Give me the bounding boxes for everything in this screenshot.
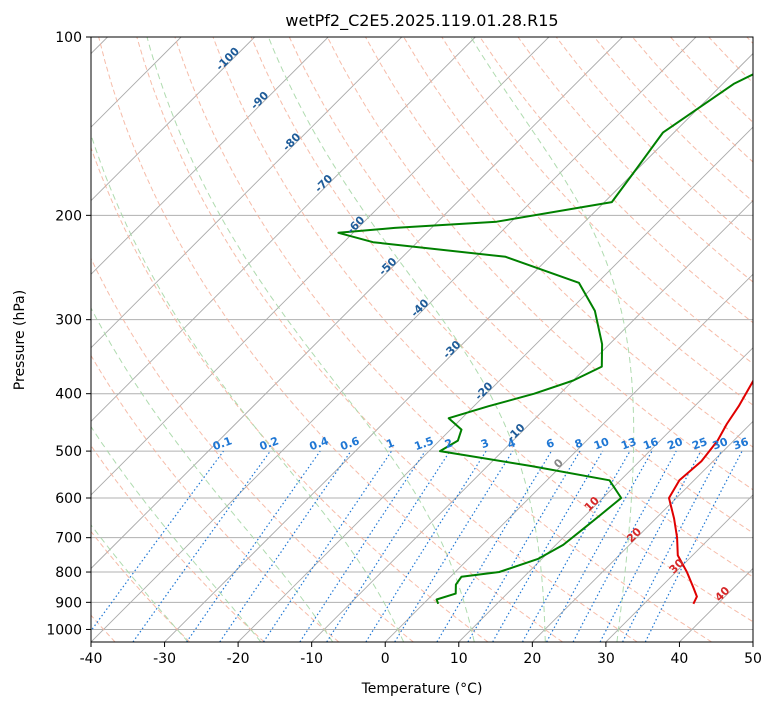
isotherm-line bbox=[458, 347, 753, 642]
dry-adiabat bbox=[212, 37, 753, 623]
mixing-ratio-line bbox=[219, 450, 352, 642]
temperature-line bbox=[668, 377, 753, 605]
x-tick-label: 50 bbox=[744, 651, 762, 667]
isotherm-line bbox=[605, 494, 753, 642]
y-tick-label: 800 bbox=[55, 565, 82, 581]
x-tick-label: -30 bbox=[153, 651, 176, 667]
mixing-ratio-line bbox=[644, 450, 743, 642]
series-layer bbox=[337, 73, 753, 605]
mixing-ratio-label: 6 bbox=[544, 436, 556, 451]
y-tick-label: 200 bbox=[55, 208, 82, 224]
mixing-ratio-label: 10 bbox=[592, 435, 611, 453]
y-axis-label: Pressure (hPa) bbox=[12, 290, 28, 390]
mixing-ratio-label: 2 bbox=[443, 436, 455, 451]
x-tick-label: 10 bbox=[450, 651, 468, 667]
mixing-ratio-line bbox=[394, 450, 514, 642]
isotherm-line bbox=[311, 200, 753, 642]
mixing-ratio-label: 4 bbox=[506, 436, 518, 451]
x-axis: -40 -30 -20 -10 0 10 20 30 40 50 bbox=[80, 642, 762, 667]
isotherm-line bbox=[91, 37, 476, 422]
mixing-ratio-line bbox=[299, 450, 426, 642]
x-tick-label: 20 bbox=[523, 651, 541, 667]
mixing-ratio-label: 3 bbox=[479, 436, 491, 451]
y-tick-label: 400 bbox=[55, 387, 82, 403]
isotherm-line bbox=[91, 37, 623, 570]
mixing-ratio-line bbox=[326, 450, 451, 642]
y-tick-label: 500 bbox=[55, 444, 82, 460]
mixing-ratio-label: 8 bbox=[573, 436, 585, 451]
x-tick-label: 0 bbox=[381, 651, 390, 667]
mixing-ratio-line bbox=[546, 450, 653, 642]
mixing-ratio-label: 1 bbox=[385, 436, 397, 451]
chart-title: wetPf2_C2E5.2025.119.01.28.R15 bbox=[285, 11, 558, 31]
mixing-ratio-line bbox=[572, 450, 677, 642]
mixing-ratio-label: 16 bbox=[641, 435, 660, 453]
isotherm-line bbox=[91, 37, 329, 275]
x-tick-label: -40 bbox=[80, 651, 103, 667]
isotherm-line bbox=[237, 126, 753, 642]
mixing-ratio-label: 25 bbox=[690, 435, 709, 452]
isotherm-line bbox=[164, 52, 753, 642]
isotherm-line bbox=[91, 37, 255, 202]
grid-layer bbox=[91, 37, 753, 642]
dry-adiabat bbox=[326, 37, 753, 491]
mixing-ratio-line bbox=[132, 450, 271, 642]
dry-adiabat bbox=[174, 37, 712, 642]
moist-adiabat bbox=[91, 524, 189, 642]
mixing-ratio-line bbox=[186, 450, 321, 642]
mixing-ratio-label: 30 bbox=[711, 435, 730, 453]
dry-adiabat bbox=[517, 37, 753, 283]
mixing-ratio-line bbox=[521, 450, 631, 642]
mixing-ratio-line bbox=[91, 450, 224, 632]
mixing-ratio-label: 0.4 bbox=[308, 434, 331, 453]
dry-adiabat bbox=[91, 354, 340, 642]
dry-adiabat bbox=[479, 37, 753, 324]
y-tick-label: 700 bbox=[55, 531, 82, 547]
mixing-ratio-label: 0.2 bbox=[258, 434, 281, 453]
y-tick-label: 600 bbox=[55, 491, 82, 507]
dry-adiabat bbox=[98, 37, 563, 642]
moist-adiabat bbox=[267, 37, 546, 642]
plot-frame bbox=[90, 36, 754, 643]
dry-adiabat bbox=[250, 37, 753, 578]
dry-adiabat bbox=[91, 530, 190, 642]
mixing-ratio-label: 20 bbox=[666, 435, 685, 453]
dry-adiabat bbox=[91, 444, 265, 642]
mixing-ratio-label: 0.6 bbox=[338, 434, 361, 453]
dewpoint-line bbox=[337, 73, 753, 605]
y-tick-label: 300 bbox=[55, 313, 82, 329]
dry-adiabat bbox=[403, 37, 753, 406]
x-tick-label: 30 bbox=[597, 651, 615, 667]
moist-adiabat bbox=[146, 37, 475, 642]
dry-adiabat bbox=[91, 257, 414, 642]
x-tick-label: -20 bbox=[227, 651, 250, 667]
y-axis: 100 200 300 400 500 600 700 800 900 1000 bbox=[46, 30, 91, 638]
y-tick-label: 1000 bbox=[46, 622, 82, 638]
mixing-ratio-label: 0.1 bbox=[211, 434, 234, 453]
y-tick-label: 100 bbox=[55, 30, 82, 46]
x-axis-label: Temperature (°C) bbox=[361, 681, 483, 697]
y-tick-label: 900 bbox=[55, 595, 82, 611]
mixing-ratio-label: 13 bbox=[619, 435, 638, 452]
dry-adiabat bbox=[136, 37, 638, 642]
x-tick-label: -10 bbox=[300, 651, 323, 667]
moist-adiabat bbox=[91, 425, 262, 642]
mixing-ratio-line bbox=[262, 450, 392, 642]
mixing-ratio-label: 36 bbox=[731, 435, 750, 453]
dry-adiabat bbox=[91, 146, 489, 642]
moist-adiabat bbox=[91, 307, 334, 642]
mixing-ratio-label: 1.5 bbox=[413, 434, 436, 453]
isotherm-line bbox=[91, 37, 550, 496]
isotherm-line bbox=[532, 420, 753, 642]
moist-adiabat bbox=[91, 133, 405, 642]
x-tick-label: 40 bbox=[671, 651, 689, 667]
isotherm-line bbox=[91, 37, 697, 642]
isotherm-line bbox=[384, 273, 753, 642]
